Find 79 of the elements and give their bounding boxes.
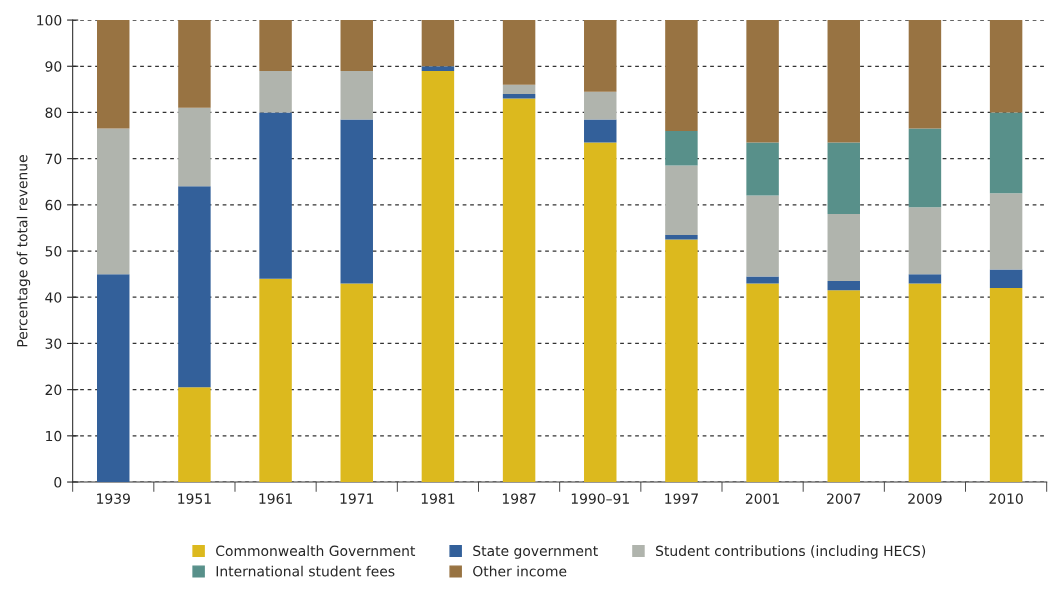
bar bbox=[502, 98, 536, 483]
y-tick-label: 40 bbox=[45, 292, 62, 303]
bar bbox=[827, 142, 860, 215]
y-tick-label: 100 bbox=[37, 15, 62, 26]
bar bbox=[827, 20, 860, 143]
bar bbox=[908, 20, 942, 129]
y-tick-label: 0 bbox=[54, 477, 62, 488]
bar bbox=[989, 269, 1023, 288]
bar bbox=[97, 128, 130, 275]
bar bbox=[908, 283, 942, 483]
bar bbox=[340, 20, 373, 71]
y-tick-label: 60 bbox=[45, 199, 62, 211]
x-tick-label: 1981 bbox=[421, 493, 455, 504]
bar bbox=[827, 214, 860, 282]
bar bbox=[178, 186, 211, 388]
x-tick-label: 2009 bbox=[908, 493, 942, 504]
bar bbox=[584, 91, 617, 120]
x-tick-label: 2001 bbox=[745, 493, 779, 504]
x-tick-label: 1951 bbox=[178, 493, 211, 504]
bar bbox=[421, 20, 455, 67]
bar bbox=[584, 119, 617, 143]
bar bbox=[502, 93, 536, 99]
legend-label: Other income bbox=[473, 565, 567, 577]
y-tick-label: 80 bbox=[45, 107, 62, 118]
bar bbox=[746, 283, 779, 483]
bar bbox=[340, 119, 373, 284]
bar bbox=[340, 283, 373, 483]
bar bbox=[665, 165, 698, 235]
x-tick-label: 1971 bbox=[340, 493, 374, 504]
bar bbox=[259, 278, 292, 483]
bar bbox=[827, 281, 860, 291]
x-tick-label: 1987 bbox=[502, 493, 536, 504]
x-tick-label: 1939 bbox=[97, 493, 130, 504]
y-tick-label: 70 bbox=[45, 153, 62, 165]
y-tick-label: 30 bbox=[45, 338, 62, 349]
x-tick-label: 2007 bbox=[827, 493, 861, 504]
bar bbox=[665, 20, 698, 131]
legend-label: State government bbox=[473, 545, 598, 559]
bar bbox=[421, 70, 455, 483]
bar bbox=[259, 20, 292, 71]
legend-label: International student fees bbox=[216, 565, 395, 577]
x-tick-label: 1997 bbox=[665, 493, 698, 504]
bar bbox=[989, 112, 1023, 194]
y-tick-label: 10 bbox=[46, 430, 62, 442]
bar bbox=[259, 112, 292, 279]
legend-label: Commonwealth Government bbox=[216, 545, 416, 557]
y-tick-label: 20 bbox=[45, 384, 62, 396]
bar bbox=[584, 142, 617, 483]
bar bbox=[502, 20, 536, 85]
bar bbox=[827, 290, 860, 483]
bar bbox=[989, 288, 1023, 483]
bar bbox=[746, 142, 779, 196]
bar bbox=[746, 20, 779, 143]
bar bbox=[421, 66, 455, 71]
bar bbox=[178, 20, 211, 108]
bar bbox=[259, 70, 292, 113]
bar bbox=[908, 128, 942, 208]
bar bbox=[746, 276, 779, 284]
y-axis-title: Percentage of total revenue bbox=[16, 155, 31, 347]
bar bbox=[97, 20, 130, 129]
bar bbox=[97, 274, 130, 483]
bar bbox=[178, 107, 211, 187]
bar bbox=[908, 207, 942, 275]
bar bbox=[989, 193, 1023, 270]
y-tick-label: 50 bbox=[45, 246, 62, 257]
bar bbox=[908, 274, 942, 284]
x-tick-label: 1961 bbox=[259, 493, 292, 504]
bar bbox=[746, 195, 779, 277]
x-tick-label: 2010 bbox=[989, 493, 1023, 504]
legend-label: Student contributions (including HECS) bbox=[656, 545, 926, 559]
x-tick-label: 1990–91 bbox=[571, 493, 629, 504]
bar bbox=[665, 239, 698, 483]
bar bbox=[989, 20, 1023, 113]
bar bbox=[665, 130, 698, 166]
bar bbox=[502, 84, 536, 94]
bar bbox=[178, 387, 211, 483]
bar bbox=[340, 70, 373, 120]
bar bbox=[584, 20, 617, 92]
y-tick-label: 90 bbox=[45, 61, 62, 72]
